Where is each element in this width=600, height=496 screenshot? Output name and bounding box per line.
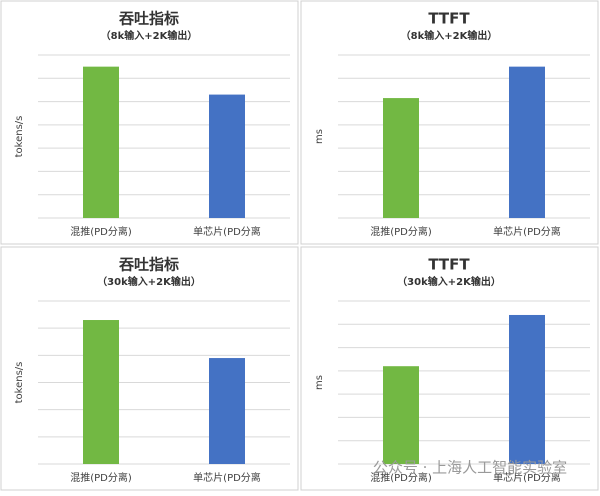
bar — [209, 94, 245, 218]
bar — [209, 358, 245, 464]
chart-subtitle: （8k输入+2K输出） — [101, 29, 198, 42]
bar — [83, 66, 119, 219]
x-tick-label: 混推(PD分离) — [70, 225, 132, 238]
y-axis-label: ms — [314, 375, 325, 390]
x-tick-label: 单芯片(PD分离 — [193, 471, 261, 484]
bar — [509, 66, 545, 219]
panel — [300, 246, 599, 491]
chart-title: TTFT — [428, 10, 470, 28]
bar — [83, 320, 119, 464]
y-axis-label: ms — [314, 129, 325, 144]
chart-subtitle: （8k输入+2K输出） — [401, 29, 498, 42]
x-tick-label: 单芯片(PD分离 — [493, 471, 561, 484]
chart-title: 吞吐指标 — [118, 256, 179, 274]
x-tick-label: 混推(PD分离) — [70, 471, 132, 484]
bar — [383, 366, 419, 464]
y-axis-label: tokens/s — [14, 116, 25, 158]
watermark: 公众号 · 上海人工智能实验室 — [373, 459, 567, 477]
panel — [0, 246, 299, 491]
chart-subtitle: （30k输入+2K输出） — [397, 275, 501, 288]
chart-title: 吞吐指标 — [118, 10, 179, 28]
x-tick-label: 单芯片(PD分离 — [193, 225, 261, 238]
bar — [509, 314, 545, 464]
panel — [0, 0, 299, 245]
bar — [383, 98, 419, 218]
chart-title: TTFT — [428, 256, 470, 274]
panel — [300, 0, 599, 245]
chart-subtitle: （30k输入+2K输出） — [97, 275, 201, 288]
x-tick-label: 单芯片(PD分离 — [493, 225, 561, 238]
x-tick-label: 混推(PD分离) — [370, 471, 432, 484]
x-tick-label: 混推(PD分离) — [370, 225, 432, 238]
y-axis-label: tokens/s — [14, 362, 25, 404]
